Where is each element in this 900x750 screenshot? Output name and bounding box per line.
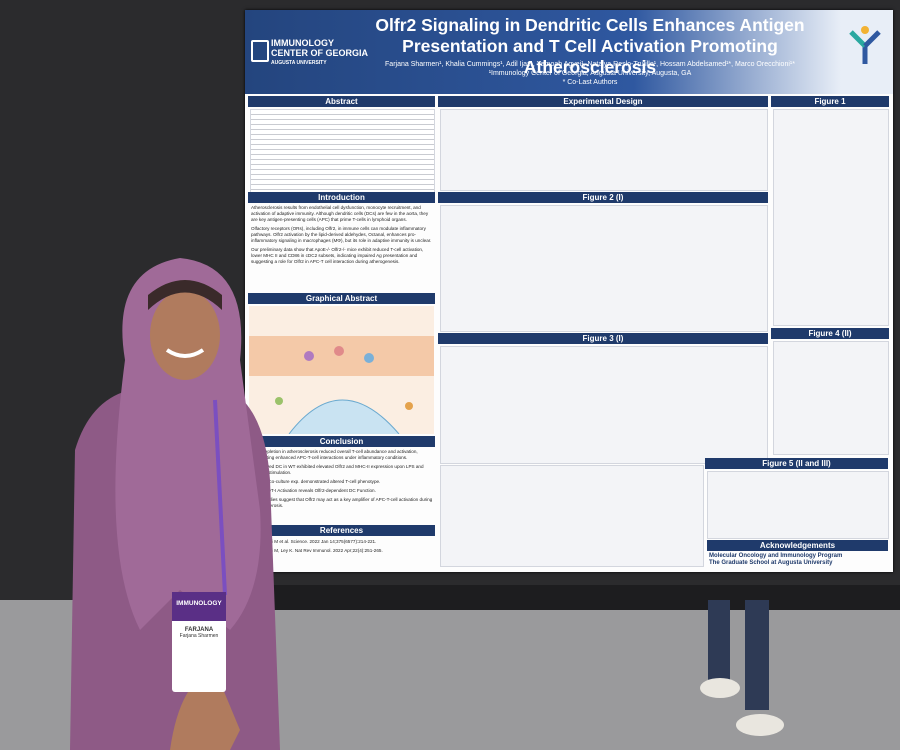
title-line: Presentation and T Cell Activation Promo… [402, 36, 778, 77]
logo-text: CENTER OF GEORGIA [271, 48, 369, 58]
section-header: Graphical Abstract [248, 293, 435, 304]
presenter [70, 258, 280, 750]
bullet: Ex-vivo OT-I Activation reveals Olfr2-de… [251, 488, 376, 493]
org-logo [849, 26, 881, 64]
figure-panel [440, 346, 768, 464]
section-header: Conclusion [248, 436, 435, 447]
bullet: Olfr2 depletion in atherosclerosis reduc… [251, 449, 418, 460]
paragraph: Atherosclerosis results from endothelial… [251, 205, 429, 222]
section-header: Figure 2 (I) [438, 192, 768, 203]
acknowledgements-text: Molecular Oncology and Immunology Progra… [709, 553, 887, 567]
bullet: DC-OT1 co-culture exp. demonstrated alte… [251, 479, 381, 484]
paragraph: Our preliminary data show that ApoE-/- O… [251, 247, 424, 264]
bullet: BM derived DC in WT exhibited elevated O… [251, 464, 424, 475]
badge-name: FARJANA [184, 627, 214, 633]
section-header: References [248, 525, 435, 536]
bystander-legs [700, 600, 784, 736]
section-header: Figure 1 [771, 96, 889, 107]
graphical-abstract [249, 306, 434, 434]
abstract-text [250, 109, 435, 193]
figure-panel [440, 109, 768, 191]
paragraph: Olfactory receptors (ORs), including Olf… [251, 226, 432, 243]
section-header: Figure 4 (II) [771, 328, 889, 339]
figure-panel [440, 465, 704, 567]
logo-text: IMMUNOLOGY [271, 38, 334, 48]
figure-panel [440, 205, 768, 332]
section-header: Abstract [248, 96, 435, 107]
section-header: Figure 3 (I) [438, 333, 768, 344]
figure-panel [707, 471, 889, 539]
poster-byline: Farjana Sharmen¹, Khalia Cummings¹, Adil… [355, 60, 825, 87]
reference: Orecchioni M, Ley K. Nat Rev Immunol. 20… [251, 548, 383, 553]
logo: IMMUNOLOGY CENTER OF GEORGIA AUGUSTA UNI… [271, 38, 368, 68]
authors: Farjana Sharmen¹, Khalia Cummings¹, Adil… [385, 61, 795, 68]
reference: Orecchioni M et al. Science. 2022 Jan 14… [251, 539, 377, 544]
poster-title: Olfr2 Signaling in Dendritic Cells Enhan… [355, 15, 825, 78]
acknowledgement: Molecular Oncology and Immunology Progra… [709, 553, 843, 559]
section-header: Figure 5 (II and III) [705, 458, 888, 469]
acknowledgement: The Graduate School at Augusta Universit… [709, 560, 833, 566]
figure-panel [773, 109, 889, 326]
introduction-text: Atherosclerosis results from endothelial… [251, 205, 433, 293]
section-header: Experimental Design [438, 96, 768, 107]
logo-text: AUGUSTA UNIVERSITY [271, 60, 327, 66]
badge-full-name: Farjana Sharmen [179, 633, 219, 639]
badge-event: IMMUNOLOGY [172, 592, 226, 621]
figure-panel [773, 341, 889, 455]
poster-header [245, 10, 893, 94]
section-header: Acknowledgements [707, 540, 888, 551]
title-line: Olfr2 Signaling in Dendritic Cells Enhan… [375, 15, 805, 35]
logo-mark [251, 40, 269, 62]
poster: IMMUNOLOGY CENTER OF GEORGIA AUGUSTA UNI… [245, 10, 893, 572]
references-text: Orecchioni M et al. Science. 2022 Jan 14… [251, 539, 433, 563]
badge: IMMUNOLOGY FARJANA Farjana Sharmen [172, 592, 226, 692]
co-last-note: * Co-Last Authors [562, 79, 618, 86]
section-header: Introduction [248, 192, 435, 203]
affiliation: ¹Immunology Center of Georgia, Augusta U… [488, 70, 692, 77]
board-base [250, 585, 900, 610]
